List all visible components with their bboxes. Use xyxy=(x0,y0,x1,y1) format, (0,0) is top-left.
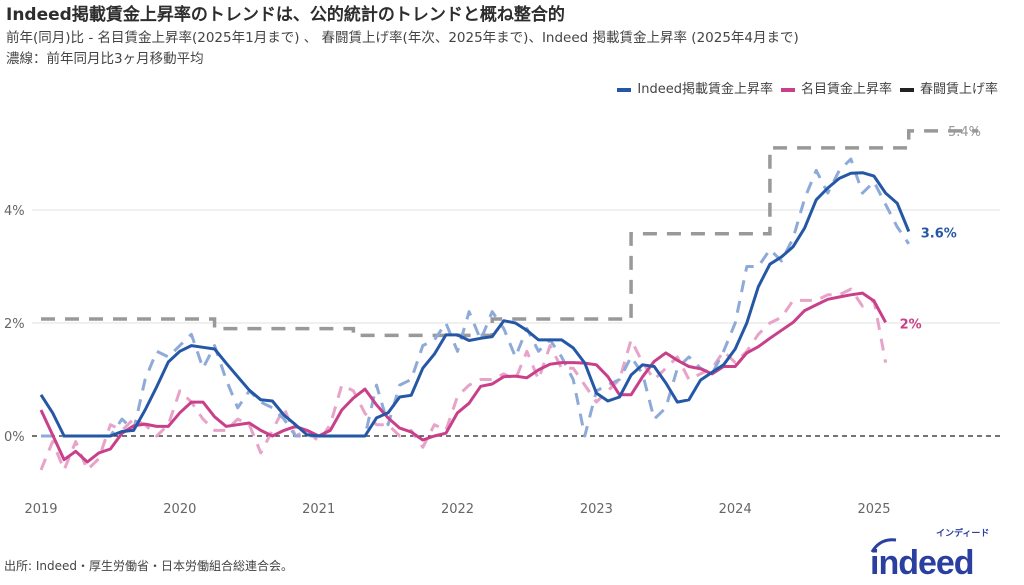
chart-note: 濃線：前年同月比3ヶ月移動平均 xyxy=(6,51,204,67)
svg-text:indeed: indeed xyxy=(870,544,974,580)
indeed-ma-line xyxy=(39,171,911,438)
x-tick-label: 2019 xyxy=(24,502,57,517)
chart-title: Indeed掲載賃金上昇率のトレンドは、公的統計のトレンドと概ね整合的 xyxy=(6,5,565,25)
x-tick-label: 2022 xyxy=(441,502,474,517)
y-tick-label: 0% xyxy=(4,430,25,445)
x-tick-label: 2025 xyxy=(857,502,890,517)
legend-label: 春闘賃上げ率 xyxy=(919,82,998,97)
legend-label: Indeed掲載賃金上昇率 xyxy=(637,82,773,97)
legend-swatch xyxy=(899,88,914,92)
source-note: 出所: Indeed・厚生労働省・日本労働組合総連合会。 xyxy=(4,559,294,573)
legend-item-shunto: 春闘賃上げ率 xyxy=(899,82,998,98)
legend-item-indeed: Indeed掲載賃金上昇率 xyxy=(617,82,773,98)
chart-header: Indeed掲載賃金上昇率のトレンドは、公的統計のトレンドと概ね整合的 前年(同… xyxy=(6,4,1018,68)
indeed-raw-line xyxy=(41,157,911,438)
legend-item-nominal: 名目賃金上昇率 xyxy=(780,82,892,98)
x-tick-label: 2023 xyxy=(580,502,613,517)
legend-swatch xyxy=(780,88,795,92)
nominal-end-label: 2% xyxy=(900,317,922,332)
legend-swatch xyxy=(617,88,632,92)
indeed-logo: indeed インディード xyxy=(866,526,1000,582)
shunto-step-line xyxy=(41,129,979,338)
legend-label: 名目賃金上昇率 xyxy=(800,82,892,97)
x-tick-label: 2024 xyxy=(719,502,752,517)
x-tick-label: 2021 xyxy=(302,502,335,517)
svg-text:インディード: インディード xyxy=(936,527,989,539)
x-tick-label: 2020 xyxy=(163,502,196,517)
nominal-ma-line xyxy=(39,291,887,464)
y-tick-label: 4% xyxy=(4,204,25,219)
indeed-end-label: 3.6% xyxy=(921,226,957,241)
nominal-raw-line xyxy=(39,287,888,472)
legend: Indeed掲載賃金上昇率 名目賃金上昇率 春闘賃上げ率 xyxy=(617,82,998,98)
y-tick-label: 2% xyxy=(4,317,25,332)
shunto-end-label: 5.4% xyxy=(948,125,981,140)
chart-subtitle: 前年(同月)比 - 名目賃金上昇率(2025年1月まで) 、 春闘賃上げ率(年次… xyxy=(6,30,799,46)
